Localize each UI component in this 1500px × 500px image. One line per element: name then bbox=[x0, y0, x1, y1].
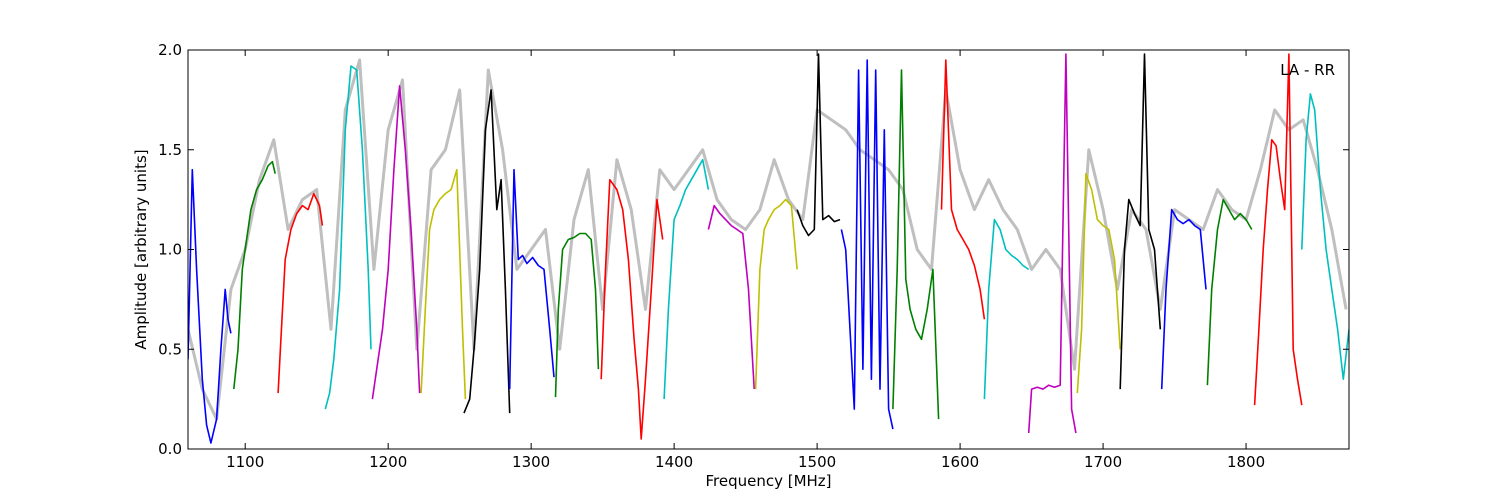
y-tick-label: 2.0 bbox=[158, 41, 182, 59]
series-line-24 bbox=[1253, 53, 1303, 406]
axis-ticks: 1100 1200 1300 1400 1500 1600 1700 1800 0.0 0.5 1.… bbox=[158, 41, 1349, 471]
x-tick-label: 1500 bbox=[798, 453, 836, 471]
y-axis-label: Amplitude [arbitrary units] bbox=[132, 149, 150, 349]
x-tick-label: 1300 bbox=[512, 453, 550, 471]
y-tick-label: 1.5 bbox=[158, 141, 182, 159]
x-tick-label: 1600 bbox=[941, 453, 979, 471]
reference-line bbox=[188, 58, 1348, 421]
y-tick-label: 0.5 bbox=[158, 340, 182, 358]
plot-title: LA - RR bbox=[1280, 61, 1335, 79]
series-line-1 bbox=[188, 168, 232, 444]
series-line-2 bbox=[233, 160, 276, 390]
series-line-18 bbox=[983, 218, 1030, 400]
series-line-15 bbox=[840, 59, 894, 430]
x-tick-label: 1800 bbox=[1227, 453, 1265, 471]
series-line-4 bbox=[324, 65, 372, 410]
series-line-9 bbox=[554, 232, 600, 398]
y-tick-label: 0.0 bbox=[158, 440, 182, 458]
series-line-11 bbox=[663, 158, 710, 400]
series-line-20 bbox=[1076, 172, 1121, 394]
series-line-10 bbox=[600, 178, 664, 440]
y-tick-label: 1.0 bbox=[158, 241, 182, 259]
series-line-13 bbox=[754, 198, 798, 390]
series-line-8 bbox=[508, 168, 555, 390]
series-line-7 bbox=[463, 89, 511, 414]
series-line-23 bbox=[1206, 198, 1253, 386]
series-layer bbox=[188, 53, 1349, 444]
reference-spectrum-layer bbox=[188, 58, 1348, 421]
series-line-16 bbox=[892, 69, 940, 420]
series-line-12 bbox=[707, 204, 755, 390]
x-tick-label: 1200 bbox=[369, 453, 407, 471]
series-line-22 bbox=[1160, 208, 1207, 390]
x-tick-label: 1700 bbox=[1084, 453, 1122, 471]
series-line-14 bbox=[796, 53, 841, 237]
series-line-25 bbox=[1301, 93, 1349, 381]
x-axis-label: Frequency [MHz] bbox=[705, 472, 831, 490]
series-line-21 bbox=[1119, 53, 1162, 390]
x-tick-label: 1100 bbox=[226, 453, 264, 471]
series-line-19 bbox=[1027, 53, 1077, 434]
series-line-3 bbox=[277, 192, 324, 394]
x-tick-label: 1400 bbox=[655, 453, 693, 471]
series-line-6 bbox=[420, 168, 467, 400]
series-line-5 bbox=[371, 85, 421, 400]
series-line-17 bbox=[940, 59, 986, 320]
